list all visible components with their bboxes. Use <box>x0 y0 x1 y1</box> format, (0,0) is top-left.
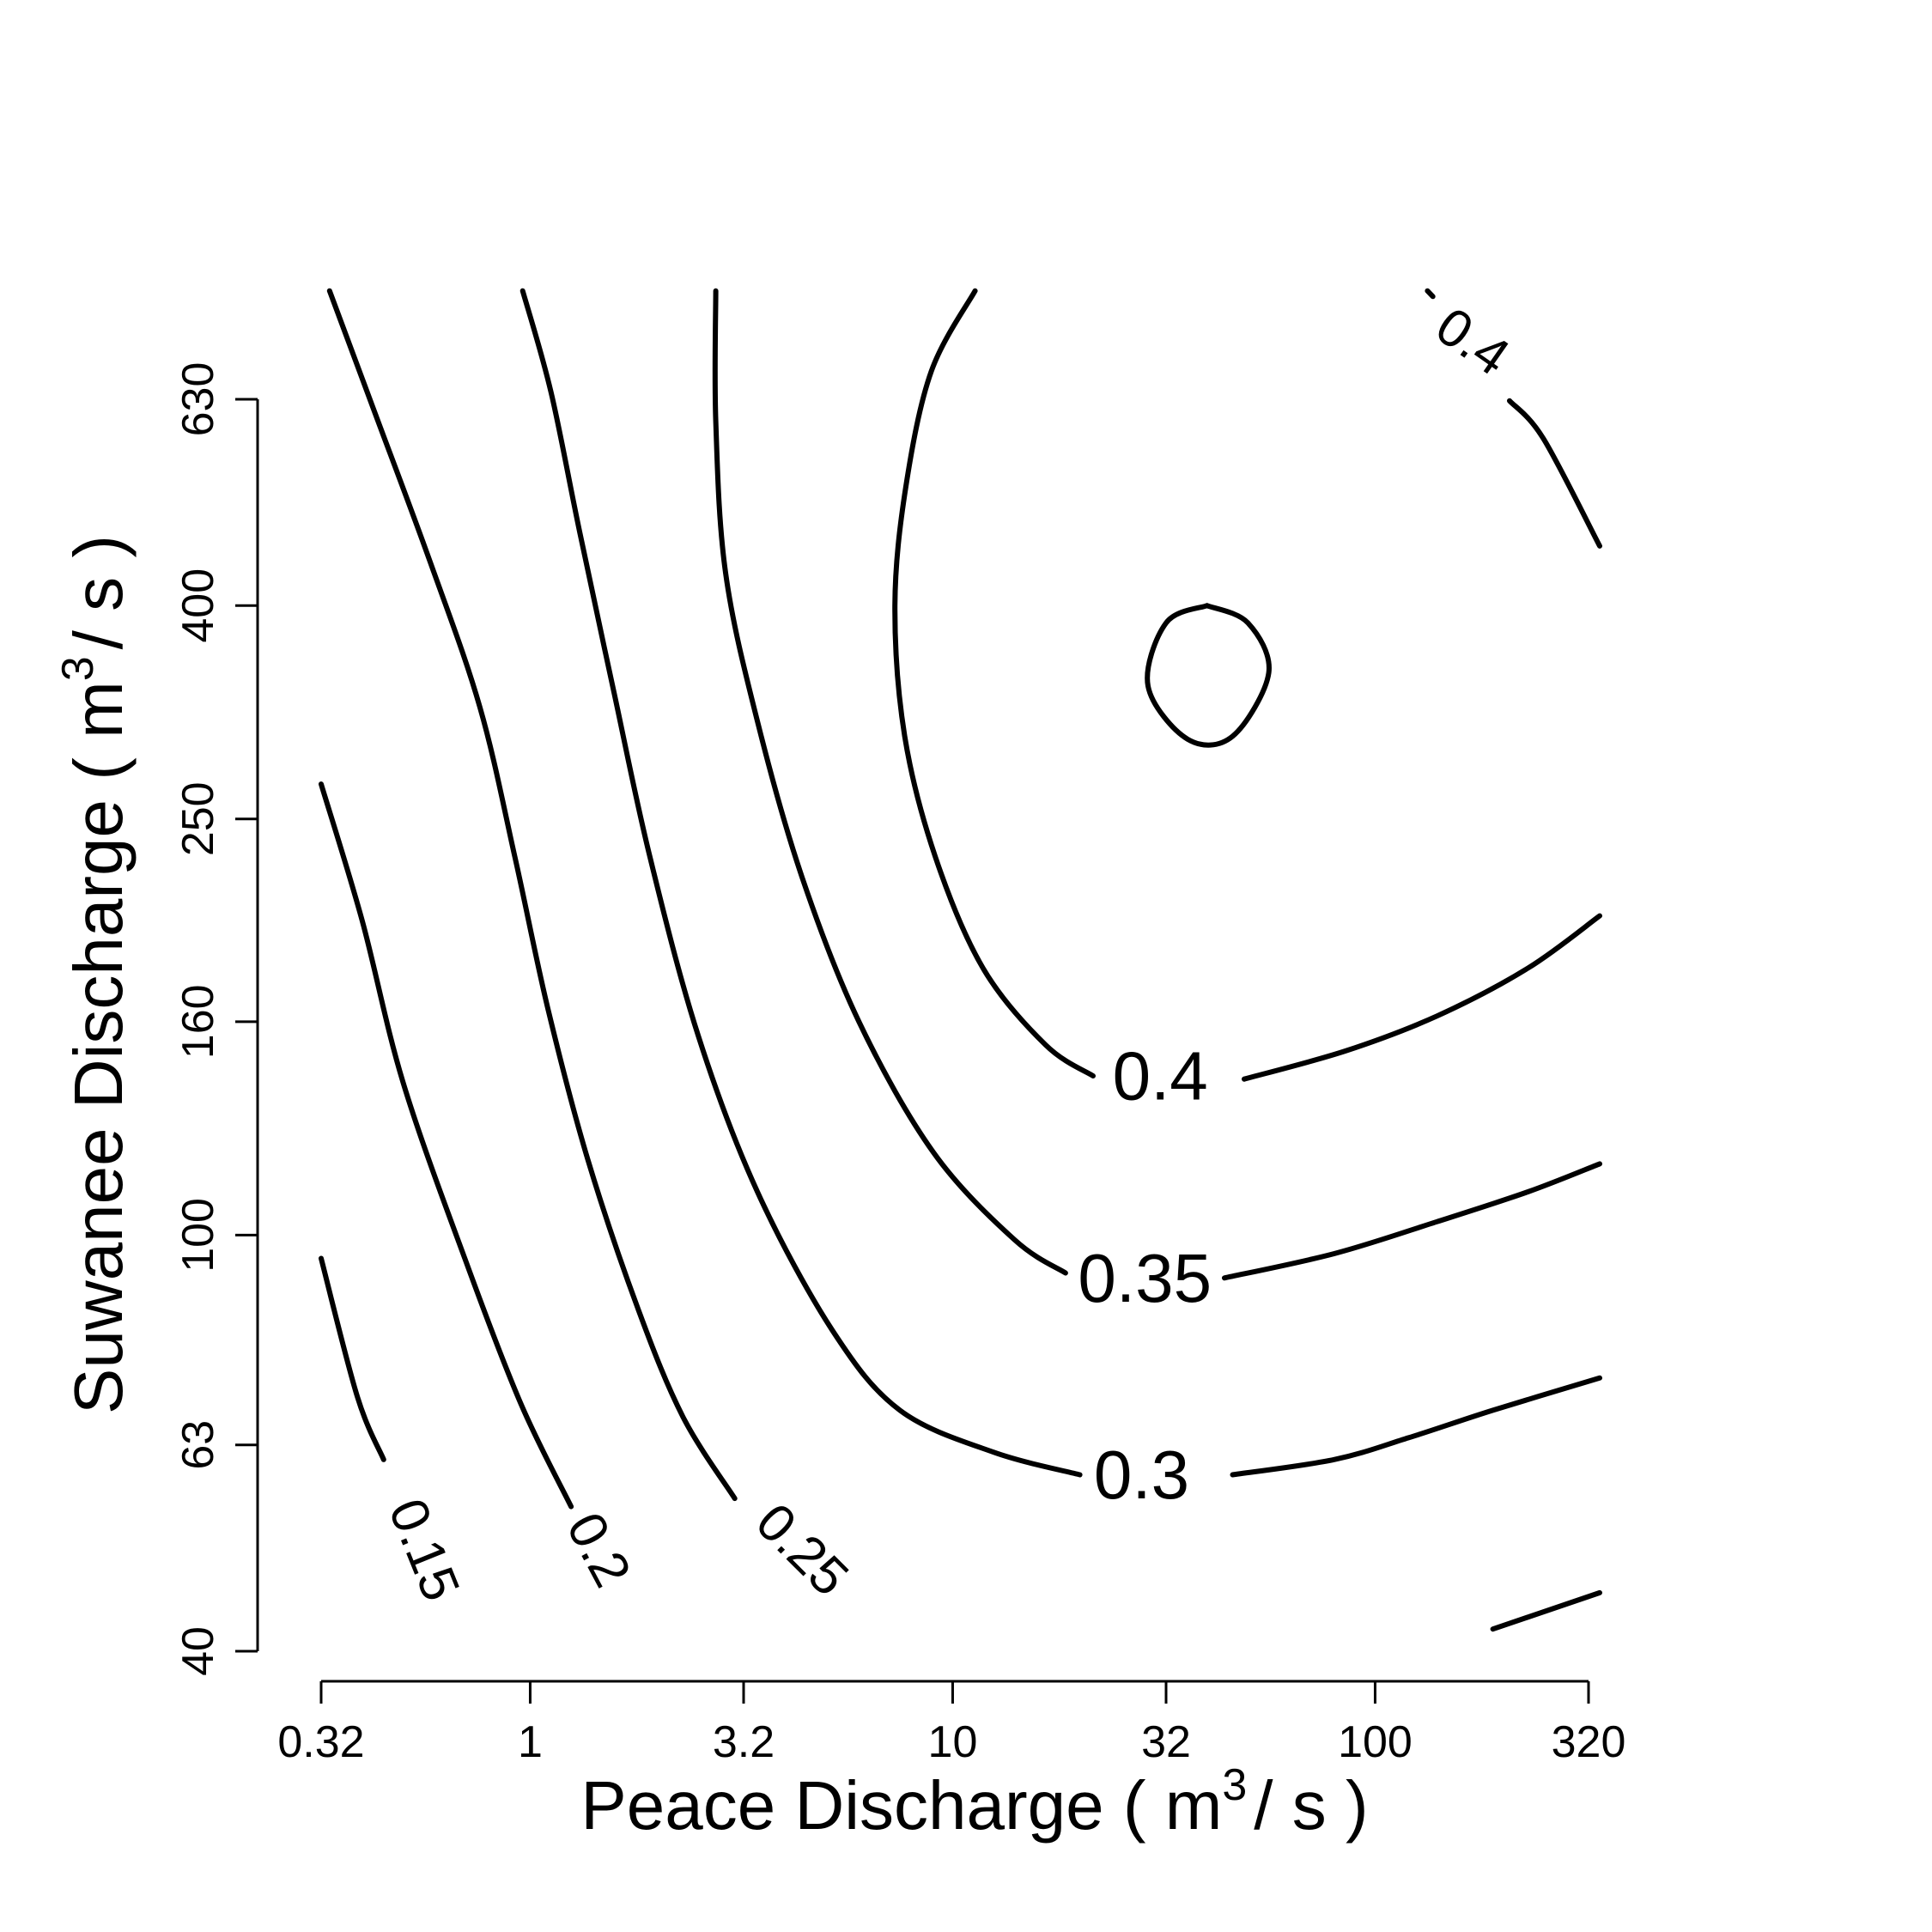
x-tick-label: 320 <box>1552 1717 1626 1767</box>
x-tick-label: 1 <box>518 1717 543 1767</box>
contour-label: 0.15 <box>377 1491 471 1609</box>
contour-line <box>1507 398 1602 549</box>
x-axis-title-prefix: Peace Discharge ( m <box>580 1767 1222 1844</box>
contour-label: 0.25 <box>744 1492 860 1607</box>
contour-label: 0.2 <box>555 1504 641 1597</box>
x-tick-label: 0.32 <box>277 1717 364 1767</box>
y-tick-label: 40 <box>173 1626 223 1676</box>
y-axis-title: Suwanee Discharge ( m3 / s ) <box>53 535 137 1414</box>
y-tick-label: 100 <box>173 1198 223 1273</box>
y-axis-title-prefix: Suwanee Discharge ( m <box>60 681 137 1414</box>
contour-line <box>1222 1161 1602 1281</box>
contour-label: 0.35 <box>1078 1240 1212 1316</box>
contour-line <box>519 288 1083 1478</box>
contour-line <box>712 288 1068 1276</box>
y-tick-label: 630 <box>173 362 223 437</box>
contour-labels: 0.15 0.2 0.25 0.3 0.35 0.4 0.4 <box>377 296 1520 1609</box>
y-tick-label: 160 <box>173 984 223 1059</box>
x-tick-label: 10 <box>928 1717 978 1767</box>
contour-line <box>1145 603 1272 748</box>
x-axis-title-superscript: 3 <box>1222 1760 1247 1810</box>
x-axis-title-suffix: / s ) <box>1254 1767 1368 1844</box>
contour-line <box>1425 288 1436 300</box>
contour-line <box>1490 1589 1602 1632</box>
x-ticks: 0.32 1 3.2 10 32 100 320 <box>277 1681 1625 1767</box>
contour-lines <box>319 288 1602 1632</box>
contour-label: 0.3 <box>1094 1437 1189 1513</box>
y-axis: 40 63 100 160 250 400 630 <box>173 362 259 1676</box>
y-tick-label: 63 <box>173 1420 223 1470</box>
y-ticks: 40 63 100 160 250 400 630 <box>173 362 258 1676</box>
contour-label: 0.4 <box>1425 296 1520 387</box>
contour-label: 0.4 <box>1113 1038 1208 1115</box>
y-axis-title-suffix: / s ) <box>60 535 137 649</box>
contour-line <box>1242 913 1602 1082</box>
x-axis-title: Peace Discharge ( m3/ s ) <box>580 1760 1368 1844</box>
contour-line <box>1230 1375 1602 1478</box>
y-tick-label: 400 <box>173 568 223 643</box>
y-tick-label: 250 <box>173 781 223 856</box>
contour-line <box>892 288 1096 1078</box>
contour-line <box>319 781 574 1510</box>
x-axis: 0.32 1 3.2 10 32 100 320 <box>277 1680 1625 1767</box>
contour-line <box>326 288 738 1502</box>
x-tick-label: 100 <box>1338 1717 1413 1767</box>
x-tick-label: 3.2 <box>713 1717 775 1767</box>
y-axis-title-superscript: 3 <box>53 656 103 681</box>
contour-line <box>319 1255 386 1462</box>
x-tick-label: 32 <box>1141 1717 1191 1767</box>
